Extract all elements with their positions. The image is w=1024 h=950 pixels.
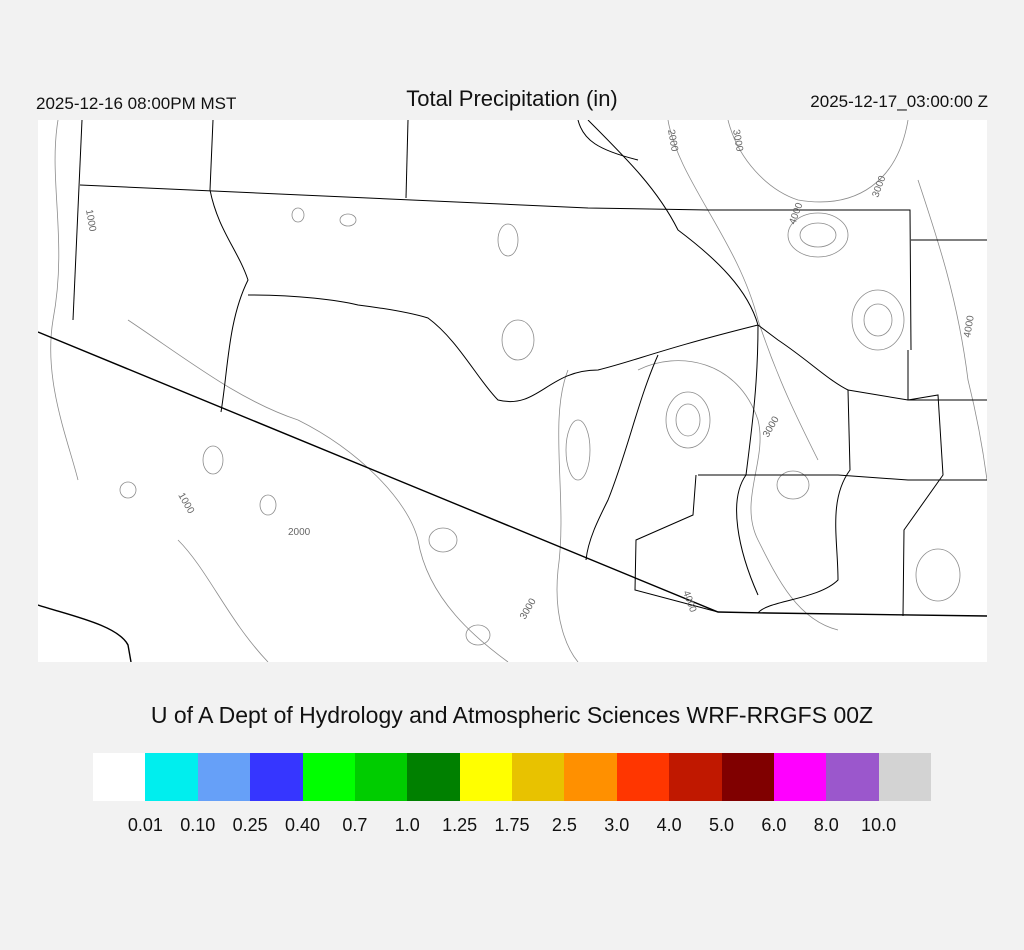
local-time-label: 2025-12-16 08:00PM MST — [36, 94, 237, 113]
colorbar-label: 0.7 — [342, 815, 368, 835]
colorbar-swatch — [407, 753, 460, 801]
colorbar-label: 3.0 — [604, 815, 630, 835]
contour-label: 3000 — [870, 174, 888, 199]
boundaries — [37, 119, 988, 663]
colorbar-label: 6.0 — [761, 815, 787, 835]
colorbar-label: 5.0 — [708, 815, 735, 835]
valid-time-label: 2025-12-17_03:00:00 Z — [810, 92, 988, 111]
colorbar-swatch — [354, 753, 408, 801]
model-credit: U of A Dept of Hydrology and Atmospheric… — [150, 702, 874, 728]
contour-label: 3000 — [518, 596, 539, 621]
colorbar-label: 0.01 — [127, 815, 163, 835]
contour-label: 2000 — [288, 527, 311, 538]
colorbar-label: 1.0 — [394, 815, 420, 835]
colorbar-swatch — [512, 753, 565, 801]
colorbar-swatch — [564, 753, 617, 801]
colorbar-swatch — [669, 753, 722, 801]
contour-label: 3000 — [730, 129, 745, 153]
contour-labels: 1000 1000 2000 2000 3000 3000 3000 3000 … — [83, 129, 977, 622]
colorbar-label: 4.0 — [656, 815, 682, 835]
colorbar-label: 2.5 — [551, 815, 577, 835]
contour-label: 4000 — [962, 314, 977, 338]
contour-label: 1000 — [175, 491, 196, 516]
colorbar-swatch — [878, 753, 931, 801]
colorbar-swatch — [459, 753, 512, 801]
colorbar-label: 0.25 — [232, 815, 268, 835]
colorbar-swatch — [250, 753, 303, 801]
contour-label: 4000 — [787, 201, 805, 226]
colorbar — [93, 753, 931, 801]
colorbar-swatch — [773, 753, 827, 801]
map-title: Total Precipitation (in) — [406, 86, 618, 111]
colorbar-swatch — [145, 753, 198, 801]
colorbar-swatch — [302, 753, 355, 801]
colorbar-label: 8.0 — [813, 815, 839, 835]
colorbar-label: 1.75 — [494, 815, 530, 835]
map-canvas: 1000 1000 2000 2000 3000 3000 3000 3000 … — [37, 119, 988, 663]
colorbar-swatch — [826, 753, 879, 801]
colorbar-label: 0.10 — [180, 815, 216, 835]
colorbar-swatch — [197, 753, 251, 801]
contour-label: 3000 — [761, 414, 782, 439]
contour-label: 4000 — [680, 589, 698, 614]
colorbar-label: 0.40 — [284, 815, 321, 835]
colorbar-label: 1.25 — [442, 815, 478, 835]
colorbar-label: 10.0 — [861, 815, 897, 835]
precipitation-map: 1000 1000 2000 2000 3000 3000 3000 3000 … — [37, 119, 988, 663]
colorbar-labels: 0.01 0.10 0.25 0.40 0.7 1.0 1.25 1.75 2.5 3.0 4.0 5… — [93, 815, 931, 837]
elevation-contours — [50, 119, 988, 663]
colorbar-swatch — [721, 753, 774, 801]
contour-label: 1000 — [83, 209, 98, 233]
contour-label: 2000 — [665, 129, 680, 153]
colorbar-swatch — [616, 753, 670, 801]
colorbar-swatch — [93, 753, 146, 801]
